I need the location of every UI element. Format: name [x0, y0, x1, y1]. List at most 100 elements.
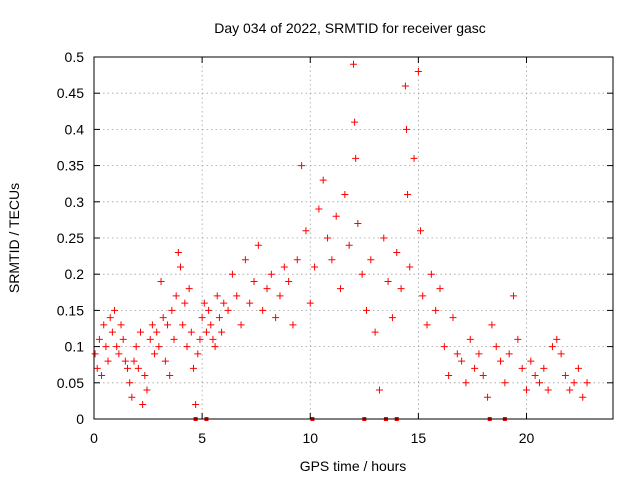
- data-point: [423, 321, 431, 329]
- data-point: [113, 343, 121, 351]
- data-point: [119, 335, 127, 343]
- x-tick-label: 5: [198, 430, 206, 446]
- data-point: [151, 350, 159, 358]
- data-point: [350, 60, 357, 68]
- data-point: [293, 256, 301, 264]
- data-point: [406, 263, 414, 271]
- y-tick-label: 0.45: [57, 85, 84, 101]
- data-point: [164, 321, 172, 329]
- data-point: [319, 176, 327, 184]
- data-point: [161, 357, 169, 365]
- data-point: [237, 321, 245, 329]
- data-point: [471, 364, 479, 372]
- data-point: [440, 343, 448, 351]
- data-point: [324, 234, 332, 242]
- data-point: [259, 306, 267, 314]
- data-point: [570, 379, 578, 387]
- data-point: [523, 386, 530, 394]
- data-point: [540, 364, 548, 372]
- y-axis-label: SRMTID / TECUs: [6, 183, 22, 293]
- data-point: [183, 343, 191, 351]
- data-point: [510, 292, 518, 300]
- data-point: [207, 321, 215, 329]
- data-point: [393, 248, 401, 256]
- data-point: [557, 350, 565, 358]
- data-point: [106, 314, 114, 322]
- data-point: [130, 357, 138, 365]
- data-point: [358, 270, 366, 278]
- data-point: [337, 285, 345, 293]
- data-point: [445, 372, 453, 380]
- data-point: [497, 357, 505, 365]
- data-point: [213, 292, 221, 300]
- data-point: [280, 263, 288, 271]
- data-point: [272, 314, 280, 322]
- data-point: [514, 335, 522, 343]
- x-axis-label: GPS time / hours: [300, 458, 407, 474]
- data-point: [121, 357, 129, 365]
- data-point: [220, 299, 228, 307]
- y-tick-label: 0.35: [57, 158, 84, 174]
- data-point: [263, 285, 271, 293]
- data-point: [194, 350, 202, 358]
- chart-title: Day 034 of 2022, SRMTID for receiver gas…: [214, 20, 486, 36]
- data-point: [159, 314, 167, 322]
- data-point: [98, 372, 106, 380]
- data-point: [155, 343, 163, 351]
- y-tick-label: 0: [76, 411, 84, 427]
- data-point: [218, 328, 226, 336]
- data-point: [141, 372, 149, 380]
- data-point: [404, 191, 412, 199]
- data-point: [417, 227, 425, 235]
- data-point: [104, 357, 112, 365]
- data-point: [289, 321, 297, 329]
- data-point: [100, 321, 108, 329]
- data-point: [345, 241, 353, 249]
- data-point: [179, 321, 187, 329]
- data-point: [166, 372, 174, 380]
- data-point: [579, 393, 587, 401]
- data-point: [200, 299, 208, 307]
- data-point: [192, 401, 200, 409]
- data-point: [544, 386, 552, 394]
- data-point: [95, 335, 103, 343]
- data-point: [466, 335, 474, 343]
- data-point: [146, 335, 154, 343]
- data-point: [384, 277, 392, 285]
- data-point: [492, 343, 500, 351]
- data-point: [168, 306, 176, 314]
- data-point: [132, 343, 140, 351]
- data-point: [139, 401, 147, 409]
- data-point: [143, 386, 151, 394]
- data-point: [475, 350, 483, 358]
- data-point: [128, 393, 136, 401]
- data-point: [134, 364, 142, 372]
- data-point: [436, 285, 444, 293]
- data-point: [548, 343, 556, 351]
- data-point: [124, 364, 132, 372]
- x-tick-label: 15: [411, 430, 427, 446]
- data-point: [458, 357, 466, 365]
- data-point: [328, 256, 336, 264]
- data-point: [449, 314, 457, 322]
- data-point: [276, 292, 284, 300]
- data-point: [115, 350, 123, 358]
- data-point: [177, 263, 184, 271]
- x-tick-label: 0: [90, 430, 98, 446]
- data-point: [209, 335, 217, 343]
- data-point: [351, 118, 359, 126]
- data-point: [505, 350, 513, 358]
- data-point: [224, 306, 232, 314]
- y-tick-label: 0.05: [57, 375, 84, 391]
- y-tick-label: 0.15: [57, 302, 84, 318]
- data-point: [111, 306, 119, 314]
- y-tick-label: 0.1: [65, 339, 85, 355]
- data-point: [453, 350, 461, 358]
- data-point: [501, 379, 509, 387]
- data-point: [117, 321, 125, 329]
- grid-layer: [94, 57, 613, 419]
- data-point: [170, 335, 178, 343]
- data-point: [302, 227, 310, 235]
